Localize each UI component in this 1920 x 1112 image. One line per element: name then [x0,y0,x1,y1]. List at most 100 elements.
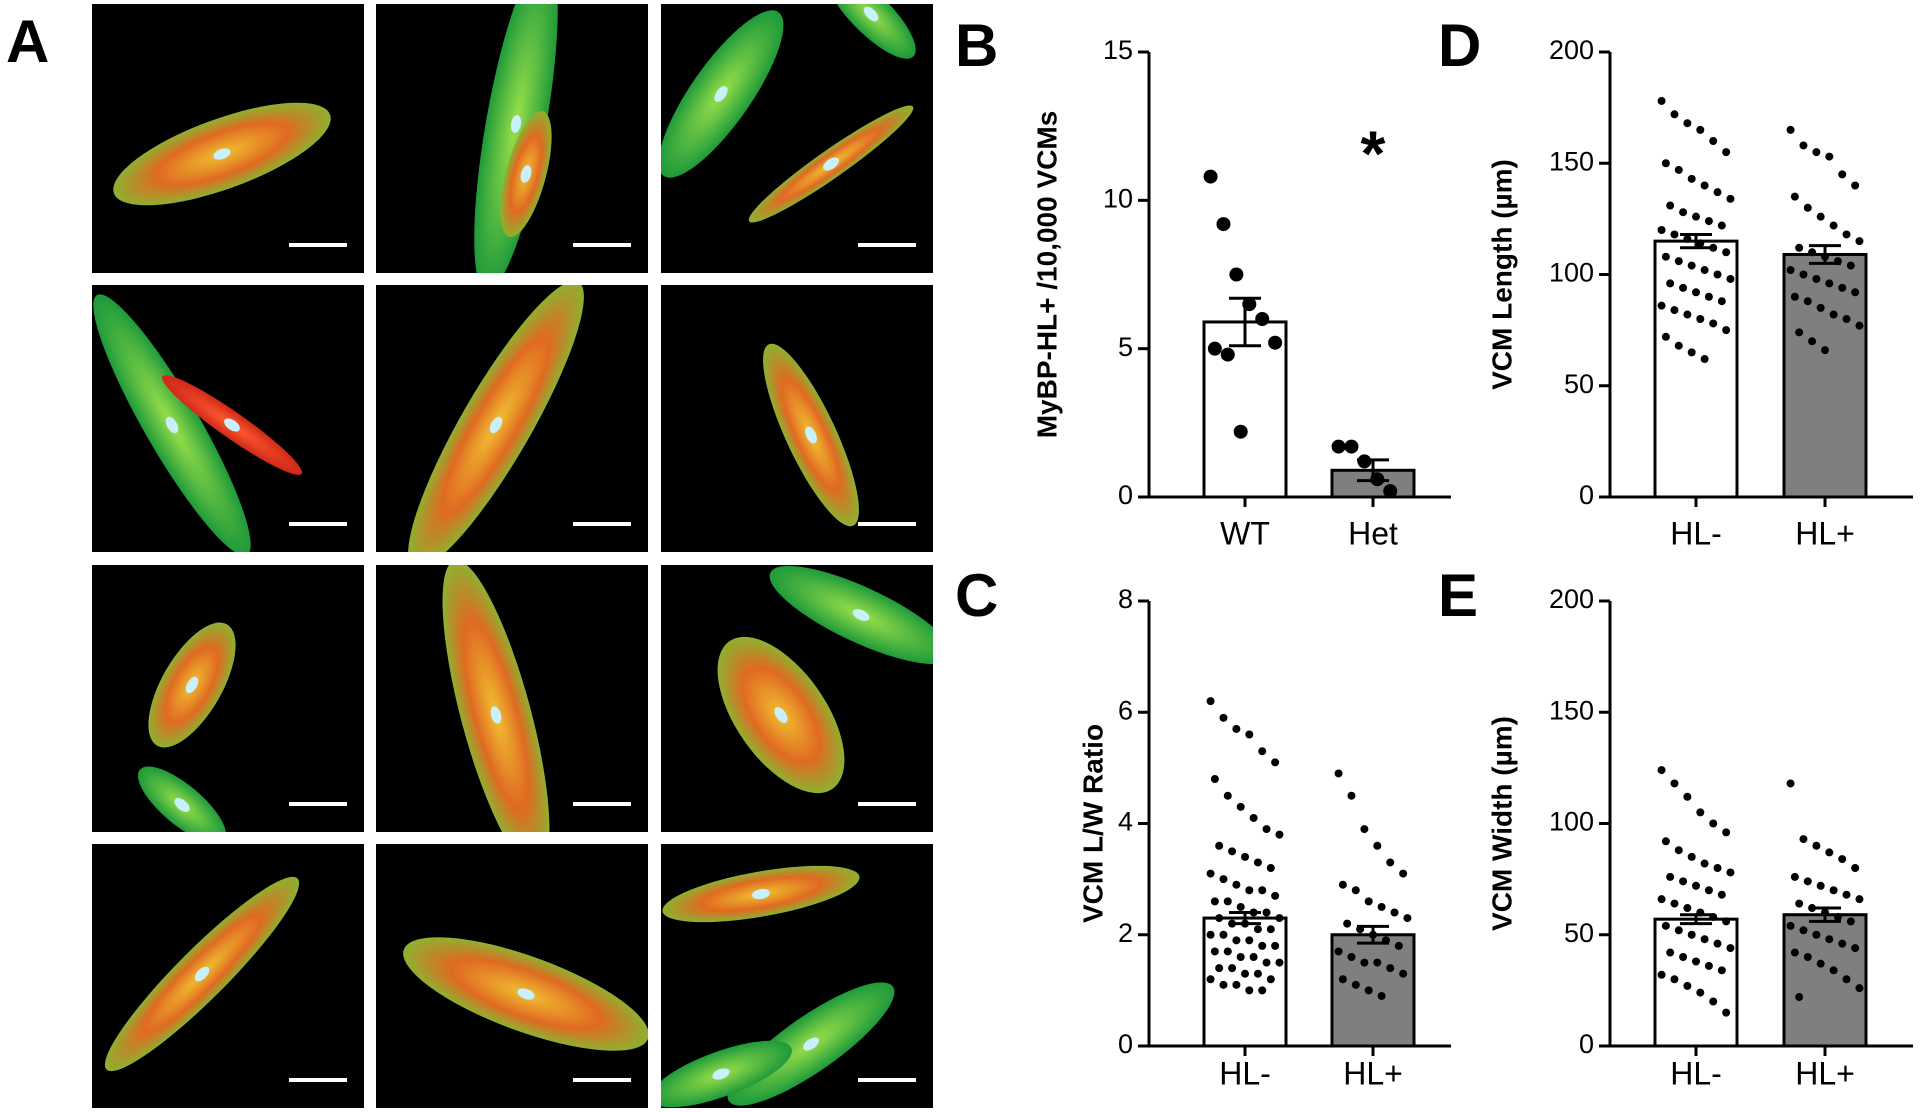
data-point [1722,326,1731,335]
data-point [1816,959,1825,968]
data-point [1245,986,1254,995]
data-point [1838,939,1847,948]
data-point [1683,981,1692,990]
nucleus [520,165,532,183]
data-point [1241,969,1249,978]
data-point [1696,988,1705,997]
data-point [1347,953,1356,961]
nucleus [712,1068,730,1080]
data-point [1696,239,1705,248]
x-tick-label: HL+ [1795,1055,1855,1091]
data-point [1383,484,1398,499]
data-point [1215,914,1224,923]
data-point [1670,230,1679,239]
data-point [1687,261,1696,270]
y-tick-label: 8 [1118,584,1133,614]
data-point [1661,159,1670,168]
data-point [1373,958,1382,967]
data-point [1679,877,1688,886]
data-point [1268,335,1283,350]
data-point [1692,288,1700,297]
x-tick-label: HL+ [1343,1055,1403,1091]
error-bar [1809,244,1841,265]
data-point [1399,869,1408,878]
y-axis-title: VCM Width (µm) [1486,716,1517,931]
bar [1653,917,1739,1048]
data-point [1717,221,1726,230]
nucleus [185,676,199,694]
data-point [1220,347,1235,362]
data-point [1687,930,1696,939]
data-point [1842,315,1851,323]
y-axis-title: VCM L/W Ratio [1077,724,1108,923]
x-tick-label: WT [1220,515,1270,551]
data-point [1687,852,1696,861]
data-point [1786,779,1795,788]
data-point [1790,948,1799,957]
data-point [1390,908,1399,917]
data-point [1262,825,1271,834]
y-axis-title: MyBP-HL+ /10,000 VCMs [1031,111,1062,439]
data-point [1338,975,1347,984]
micrograph [376,285,648,552]
data-point [1386,858,1395,867]
data-point [1223,947,1232,956]
panel-letter: A [6,8,49,75]
data-point [1696,808,1705,817]
y-tick-label: 10 [1103,183,1133,213]
nucleus [489,416,503,434]
data-point [1803,953,1812,961]
data-point [1816,212,1825,221]
cells [717,565,933,794]
data-point [1795,243,1804,252]
data-point [1683,792,1692,801]
data-point [1403,914,1412,923]
data-point [1679,208,1688,217]
data-point [1726,868,1735,877]
data-point [1700,266,1709,275]
data-point [1210,897,1219,906]
cells [403,937,648,1051]
data-point [1855,321,1864,330]
data-point [1851,864,1860,872]
data-point [1808,337,1817,346]
micrograph [92,565,364,832]
y-tick-label: 100 [1549,258,1594,288]
data-point [1786,266,1795,275]
micrograph [92,844,364,1108]
data-point [1821,346,1829,355]
data-point [1364,986,1373,995]
cells [661,4,916,223]
data-point [1347,791,1356,800]
panel-letter: B [955,12,998,79]
data-point [1674,341,1683,350]
error-bar [1809,906,1841,923]
error-bar [1357,924,1389,945]
data-point [1799,270,1808,279]
data-point [1266,975,1275,984]
data-point [1275,958,1284,967]
micrograph [92,285,364,552]
data-point [1253,858,1262,867]
data-point [1258,941,1267,950]
cells [474,4,558,273]
data-point [1253,925,1262,934]
cells [408,285,584,552]
data-point [1338,880,1347,889]
data-point [1661,332,1670,341]
data-point [1704,961,1713,970]
data-point [1816,303,1825,312]
micrograph-bg [92,565,364,832]
error-bar [1229,296,1261,348]
data-point [1842,975,1851,984]
data-point [1666,948,1675,957]
data-point [1825,152,1834,161]
data-point [1657,895,1666,904]
data-point [1855,237,1864,246]
data-point [1799,926,1808,935]
data-point [1670,975,1679,984]
data-point [1275,914,1284,923]
data-point [1829,886,1838,895]
data-point [1704,292,1713,301]
data-point [1266,864,1275,872]
